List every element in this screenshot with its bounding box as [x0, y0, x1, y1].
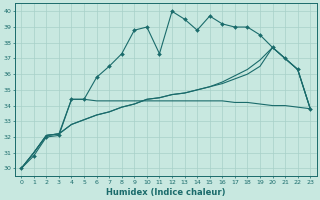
X-axis label: Humidex (Indice chaleur): Humidex (Indice chaleur): [106, 188, 226, 197]
